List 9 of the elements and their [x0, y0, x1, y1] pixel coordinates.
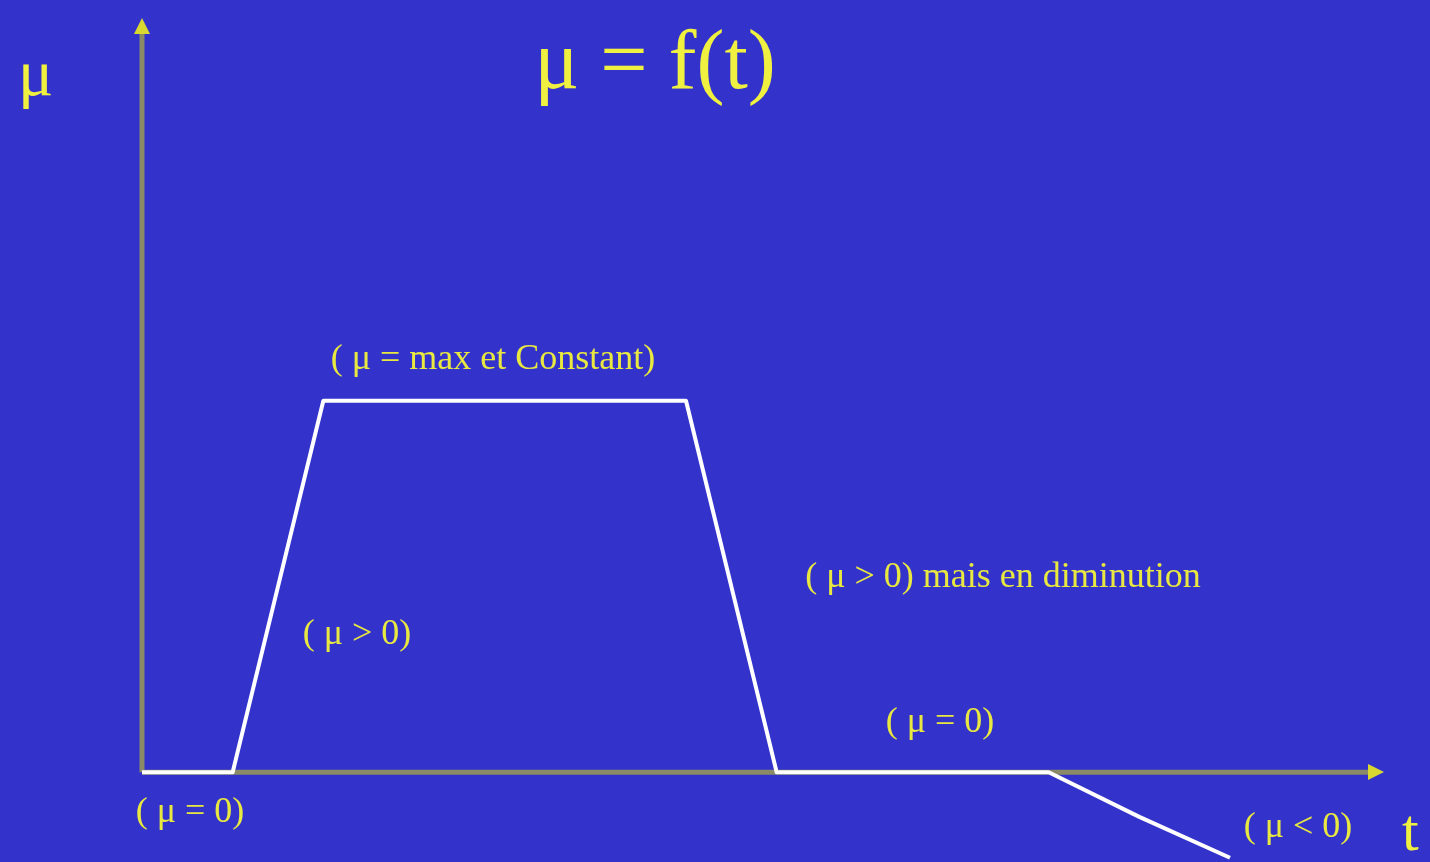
annotation: ( μ = 0) — [135, 790, 245, 830]
annotation: ( μ > 0) — [302, 612, 412, 652]
annotation: ( μ > 0) mais en diminution — [805, 555, 1201, 595]
text: ( μ = max et Constant) — [330, 337, 656, 377]
y-axis-title: μ — [18, 36, 54, 109]
annotation: ( μ = 0) — [885, 700, 995, 740]
x-axis-title: t — [1402, 797, 1419, 862]
annotation: ( μ < 0) — [1243, 805, 1353, 845]
chart-title: μ = f(t) — [534, 13, 776, 106]
